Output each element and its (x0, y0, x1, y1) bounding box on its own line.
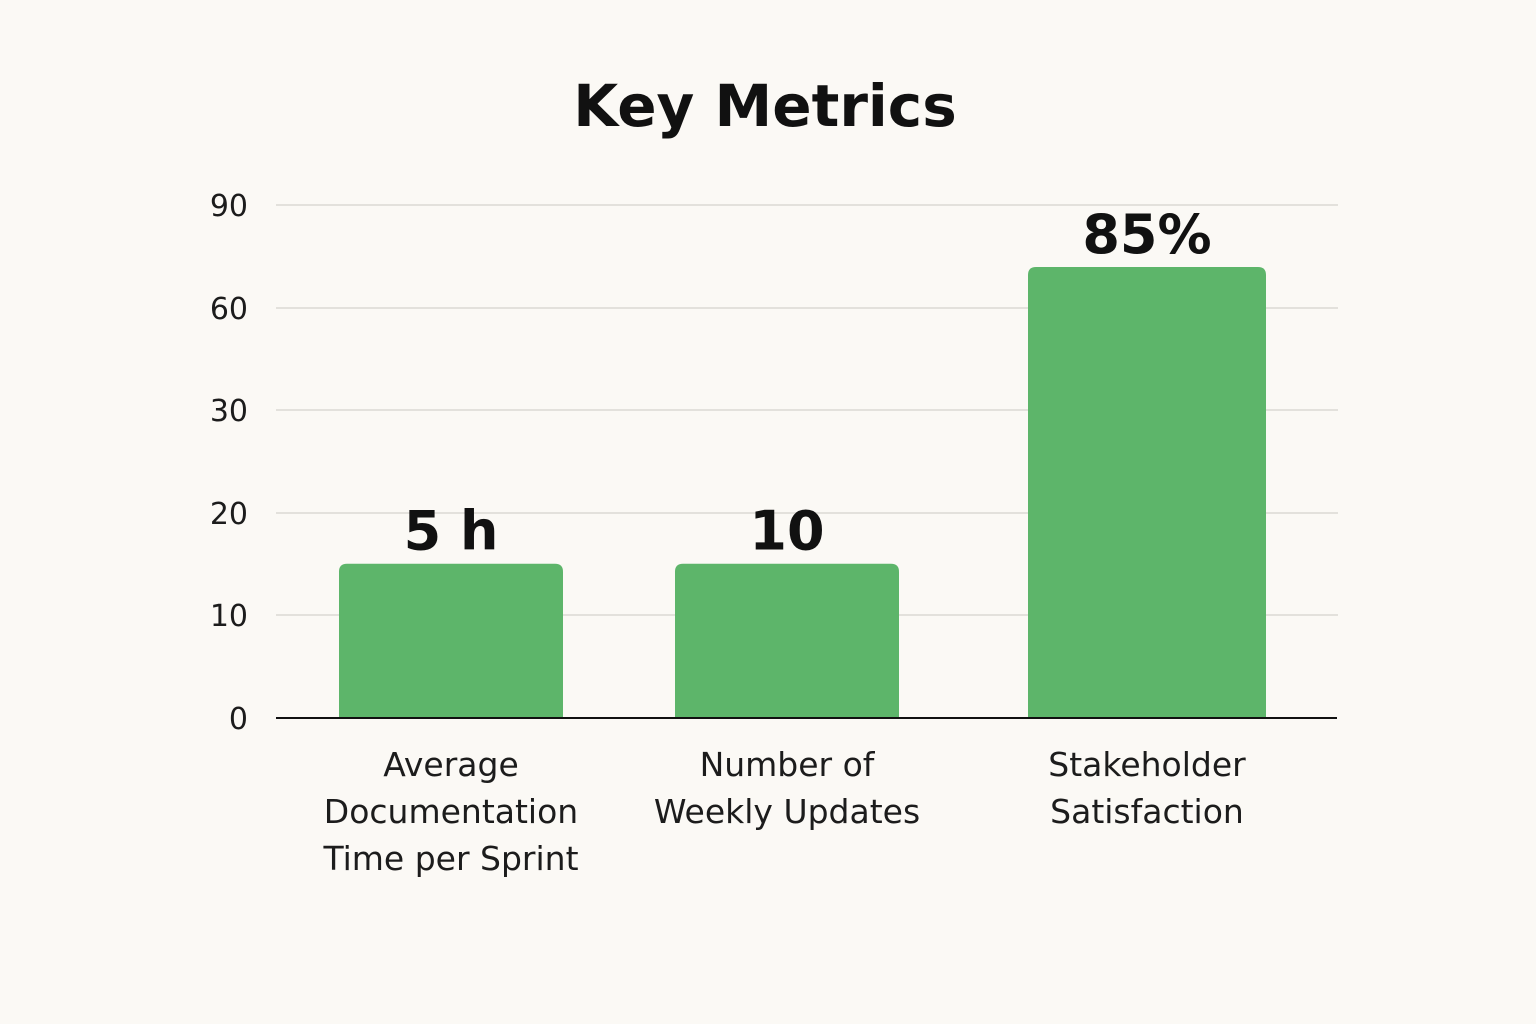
y-tick-label: 90 (210, 189, 248, 224)
bar-value-label: 5 h (404, 500, 499, 563)
y-tick-label: 0 (229, 702, 248, 737)
x-category-label: Time per Sprint (322, 839, 578, 878)
x-category-label: Stakeholder (1048, 745, 1246, 784)
bar-value-label: 10 (749, 500, 824, 563)
bars (339, 266, 1266, 718)
x-category-label: Average (383, 745, 519, 784)
y-tick-label: 20 (210, 497, 248, 532)
bar-value-label: 85% (1082, 203, 1211, 266)
y-axis-ticks: 0 10 20 30 60 90 (210, 189, 248, 737)
bar (339, 563, 563, 718)
x-category-label: Satisfaction (1050, 792, 1244, 831)
x-category-label: Weekly Updates (654, 792, 920, 831)
x-category-label: Number of (700, 745, 876, 784)
x-category-label: Documentation (324, 792, 578, 831)
y-tick-label: 30 (210, 394, 248, 429)
y-tick-label: 60 (210, 292, 248, 327)
y-tick-label: 10 (210, 599, 248, 634)
value-labels: 5 h 10 85% (404, 203, 1212, 563)
category-labels: Average Documentation Time per Sprint Numbe… (322, 745, 1246, 878)
bar (675, 563, 899, 718)
chart-title: Key Metrics (573, 72, 956, 140)
bar (1028, 266, 1266, 718)
